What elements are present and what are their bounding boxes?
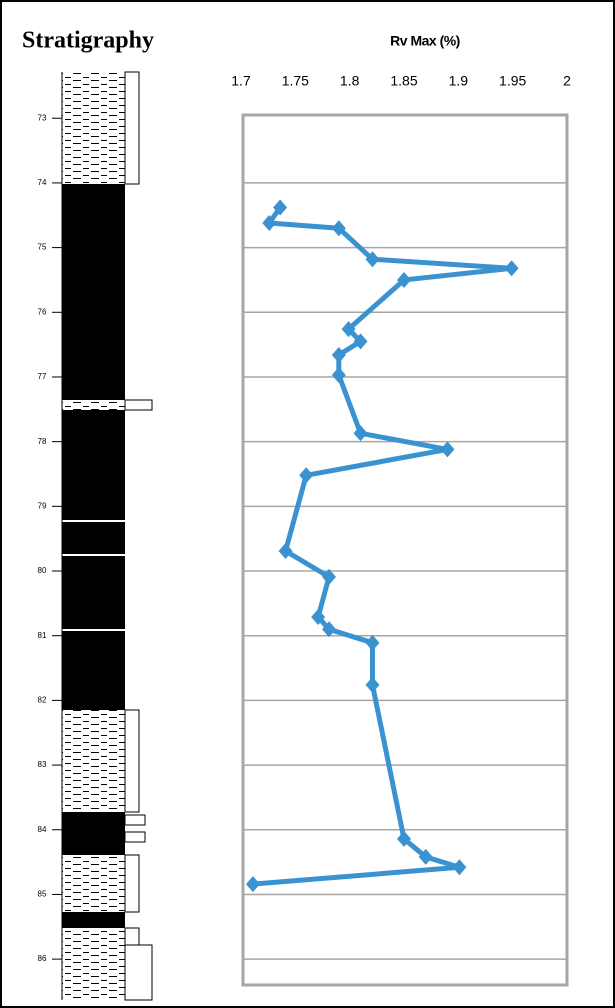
shale-bed bbox=[62, 928, 125, 1000]
bed-width bbox=[125, 928, 139, 945]
depth-label: 79 bbox=[38, 501, 47, 510]
depth-label: 78 bbox=[38, 437, 47, 446]
bed-width bbox=[125, 400, 152, 410]
bed-width bbox=[125, 710, 139, 812]
bed-width bbox=[125, 945, 152, 1000]
depth-label: 81 bbox=[38, 631, 47, 640]
coal-bed bbox=[62, 912, 125, 928]
x-tick-label: 1.8 bbox=[340, 73, 360, 89]
depth-label: 77 bbox=[38, 372, 47, 381]
bed-width bbox=[125, 855, 139, 912]
x-tick-label: 1.7 bbox=[231, 73, 251, 89]
depth-label: 74 bbox=[38, 178, 47, 187]
depth-label: 85 bbox=[38, 890, 47, 899]
depth-label: 82 bbox=[38, 695, 47, 704]
figure: Stratigraphy Rv Max (%) 1.7 1.75 1.8 1.85 1.… bbox=[0, 0, 615, 1008]
coal-bed bbox=[62, 812, 125, 855]
x-tick-label: 1.9 bbox=[449, 73, 469, 89]
depth-label: 73 bbox=[38, 113, 47, 122]
depth-label: 80 bbox=[38, 566, 47, 575]
shale-bed bbox=[62, 710, 125, 812]
page: Stratigraphy Rv Max (%) 1.7 1.75 1.8 1.85 1.… bbox=[0, 0, 615, 1008]
chart-title: Rv Max (%) bbox=[390, 33, 460, 49]
depth-label: 75 bbox=[38, 243, 47, 252]
depth-label: 76 bbox=[38, 307, 47, 316]
x-tick-label: 1.85 bbox=[390, 73, 417, 89]
x-tick-label: 1.95 bbox=[499, 73, 526, 89]
depth-label: 83 bbox=[38, 760, 47, 769]
coal-bed bbox=[62, 184, 125, 710]
bed-width bbox=[125, 832, 145, 842]
shale-bed bbox=[62, 72, 125, 184]
bed-width bbox=[125, 72, 139, 184]
shale-parting bbox=[62, 400, 125, 410]
depth-label: 86 bbox=[38, 954, 47, 963]
x-tick-label: 1.75 bbox=[282, 73, 309, 89]
shale-bed bbox=[62, 855, 125, 912]
depth-label: 84 bbox=[38, 825, 47, 834]
bed-width bbox=[125, 815, 145, 825]
x-tick-label: 2 bbox=[563, 73, 571, 89]
column-title: Stratigraphy bbox=[22, 28, 154, 54]
